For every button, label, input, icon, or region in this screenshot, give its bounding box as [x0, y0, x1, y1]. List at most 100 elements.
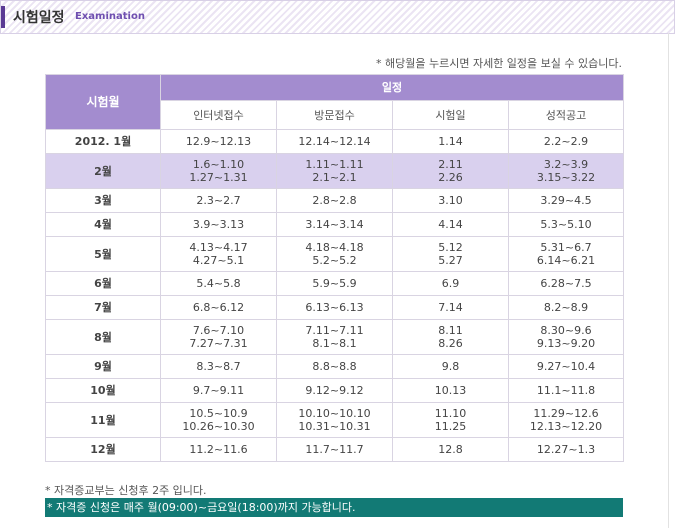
score-announcement-cell: 12.27~1.3: [508, 437, 624, 462]
table-row[interactable]: 5월 4.13~4.17 4.27~5.1 4.18~4.18 5.2~5.2 5.12 5…: [45, 236, 624, 272]
score-announcement-cell: 6.28~7.5: [508, 271, 624, 296]
date-range-text: 12.27~1.3: [536, 443, 596, 456]
date-range-text: 5.31~6.7: [540, 241, 592, 254]
date-range-text: 8.2~8.9: [543, 301, 589, 314]
month-cell[interactable]: 8월: [45, 319, 161, 355]
table-row[interactable]: 9월 8.3~8.7 8.8~8.8 9.8 9.27~10.4: [45, 354, 624, 379]
table-row[interactable]: 2월 1.6~1.10 1.27~1.31 1.11~1.11 2.1~2.1 2.11 2…: [45, 153, 624, 189]
online-registration-cell: 12.9~12.13: [160, 129, 277, 154]
visit-registration-cell: 7.11~7.11 8.1~8.1: [276, 319, 393, 355]
online-registration-cell: 11.2~11.6: [160, 437, 277, 462]
month-cell[interactable]: 12월: [45, 437, 161, 462]
date-range-text: 3.29~4.5: [540, 194, 592, 207]
exam-date-cell: 9.8: [392, 354, 509, 379]
footnote-apply: * 자격증 신청은 매주 월(09:00)~금요일(18:00)까지 가능합니다…: [45, 498, 623, 517]
table-row[interactable]: 2012. 1월 12.9~12.13 12.14~12.14 1.14 2.2~2.9: [45, 129, 624, 154]
score-announcement-cell: 9.27~10.4: [508, 354, 624, 379]
date-range-text: 11.1~11.8: [536, 384, 596, 397]
month-cell[interactable]: 6월: [45, 271, 161, 296]
online-registration-cell: 9.7~9.11: [160, 378, 277, 403]
month-cell[interactable]: 4월: [45, 212, 161, 237]
date-range-text: 7.6~7.10: [192, 324, 245, 337]
month-cell[interactable]: 9월: [45, 354, 161, 379]
month-cell[interactable]: 10월: [45, 378, 161, 403]
visit-registration-cell: 11.7~11.7: [276, 437, 393, 462]
online-registration-cell: 3.9~3.13: [160, 212, 277, 237]
date-range-text: 5.4~5.8: [196, 277, 241, 290]
visit-registration-cell: 10.10~10.10 10.31~10.31: [276, 402, 393, 438]
exam-date-cell: 11.10 11.25: [392, 402, 509, 438]
visit-registration-cell: 6.13~6.13: [276, 295, 393, 320]
table-row[interactable]: 3월 2.3~2.7 2.8~2.8 3.10 3.29~4.5: [45, 188, 624, 213]
score-announcement-cell: 2.2~2.9: [508, 129, 624, 154]
date-range-text: 5.2~5.2: [312, 254, 357, 267]
month-cell[interactable]: 11월: [45, 402, 161, 438]
exam-date-cell: 7.14: [392, 295, 509, 320]
header-visit-registration: 방문접수: [276, 100, 393, 130]
date-range-text: 11.7~11.7: [305, 443, 364, 456]
table-row[interactable]: 10월 9.7~9.11 9.12~9.12 10.13 11.1~11.8: [45, 378, 624, 403]
visit-registration-cell: 8.8~8.8: [276, 354, 393, 379]
online-registration-cell: 4.13~4.17 4.27~5.1: [160, 236, 277, 272]
date-range-text: 10.31~10.31: [298, 420, 371, 433]
date-range-text: 8.1~8.1: [312, 337, 357, 350]
footnote-issue: * 자격증교부는 신청후 2주 입니다.: [45, 484, 207, 497]
exam-date-cell: 4.14: [392, 212, 509, 237]
month-cell[interactable]: 3월: [45, 188, 161, 213]
header-exam-month: 시험월: [45, 74, 161, 130]
table-row[interactable]: 4월 3.9~3.13 3.14~3.14 4.14 5.3~5.10: [45, 212, 624, 237]
table-row[interactable]: 12월 11.2~11.6 11.7~11.7 12.8 12.27~1.3: [45, 437, 624, 462]
date-range-text: 11.25: [434, 420, 467, 433]
month-cell[interactable]: 5월: [45, 236, 161, 272]
header-online-registration: 인터넷접수: [160, 100, 277, 130]
date-range-text: 7.14: [438, 301, 463, 314]
exam-date-cell: 2.11 2.26: [392, 153, 509, 189]
score-announcement-cell: 5.3~5.10: [508, 212, 624, 237]
date-range-text: 3.15~3.22: [536, 171, 596, 184]
page-subtitle: Examination: [75, 11, 145, 22]
date-range-text: 9.13~9.20: [536, 337, 596, 350]
visit-registration-cell: 2.8~2.8: [276, 188, 393, 213]
date-range-text: 9.27~10.4: [536, 360, 596, 373]
title-accent-bar: [1, 6, 5, 28]
date-range-text: 4.27~5.1: [192, 254, 245, 267]
title-bar: 시험일정 Examination: [0, 0, 675, 34]
score-announcement-cell: 8.2~8.9: [508, 295, 624, 320]
month-cell[interactable]: 2월: [45, 153, 161, 189]
date-range-text: 3.14~3.14: [305, 218, 364, 231]
exam-date-cell: 3.10: [392, 188, 509, 213]
visit-registration-cell: 5.9~5.9: [276, 271, 393, 296]
month-cell[interactable]: 7월: [45, 295, 161, 320]
date-range-text: 1.6~1.10: [192, 158, 245, 171]
content-right-border: [668, 33, 669, 528]
date-range-text: 6.14~6.21: [536, 254, 596, 267]
online-registration-cell: 8.3~8.7: [160, 354, 277, 379]
header-score-announcement: 성적공고: [508, 100, 624, 130]
online-registration-cell: 1.6~1.10 1.27~1.31: [160, 153, 277, 189]
online-registration-cell: 6.8~6.12: [160, 295, 277, 320]
table-row[interactable]: 11월 10.5~10.9 10.26~10.30 10.10~10.10 10.31~…: [45, 402, 624, 438]
exam-date-cell: 1.14: [392, 129, 509, 154]
online-registration-cell: 7.6~7.10 7.27~7.31: [160, 319, 277, 355]
date-range-text: 10.5~10.9: [189, 407, 248, 420]
date-range-text: 6.13~6.13: [305, 301, 364, 314]
date-range-text: 3.2~3.9: [543, 158, 589, 171]
date-range-text: 9.12~9.12: [305, 384, 364, 397]
date-range-text: 8.30~9.6: [540, 324, 592, 337]
exam-date-cell: 5.12 5.27: [392, 236, 509, 272]
schedule-body: 2012. 1월 12.9~12.13 12.14~12.14 1.14 2.2~2.9…: [45, 129, 624, 462]
date-range-text: 12.8: [438, 443, 463, 456]
visit-registration-cell: 12.14~12.14: [276, 129, 393, 154]
date-range-text: 7.11~7.11: [305, 324, 364, 337]
table-row[interactable]: 6월 5.4~5.8 5.9~5.9 6.9 6.28~7.5: [45, 271, 624, 296]
date-range-text: 8.8~8.8: [312, 360, 357, 373]
date-range-text: 11.10: [434, 407, 467, 420]
month-cell[interactable]: 2012. 1월: [45, 129, 161, 154]
table-row[interactable]: 7월 6.8~6.12 6.13~6.13 7.14 8.2~8.9: [45, 295, 624, 320]
table-row[interactable]: 8월 7.6~7.10 7.27~7.31 7.11~7.11 8.1~8.1 8.11 8…: [45, 319, 624, 355]
visit-registration-cell: 1.11~1.11 2.1~2.1: [276, 153, 393, 189]
date-range-text: 1.14: [438, 135, 463, 148]
date-range-text: 1.27~1.31: [189, 171, 248, 184]
date-range-text: 6.9: [441, 277, 460, 290]
score-announcement-cell: 11.1~11.8: [508, 378, 624, 403]
